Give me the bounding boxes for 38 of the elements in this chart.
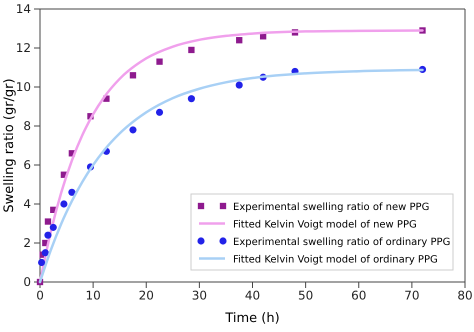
x-axis-title: Time (h) (224, 311, 280, 326)
point (156, 108, 164, 116)
point (188, 95, 195, 102)
x-tick-label: 0 (36, 288, 44, 303)
point (68, 188, 76, 196)
point (38, 258, 46, 266)
y-tick-label: 10 (16, 80, 31, 94)
y-tick-label: 6 (23, 158, 31, 172)
y-tick-label: 14 (16, 2, 31, 16)
point (42, 249, 49, 256)
point (156, 58, 163, 65)
x-tick-label: 30 (192, 288, 208, 303)
y-tick-label: 0 (23, 274, 31, 289)
point (44, 232, 52, 239)
point (60, 200, 68, 208)
x-tick-label: 10 (85, 288, 101, 303)
x-tick-label: 40 (244, 288, 260, 303)
point (236, 37, 242, 44)
point (129, 126, 137, 134)
point (130, 72, 136, 78)
x-tick-label: 60 (351, 288, 366, 303)
x-tick-label: 70 (404, 288, 420, 303)
legend-label: Fitted Kelvin Voigt model of new PPG (233, 220, 417, 230)
point (188, 46, 195, 54)
point (44, 218, 52, 225)
y-tick-label: 2 (23, 236, 31, 250)
y-tick-label: 8 (23, 118, 31, 133)
y-axis-title: Swelling ratio (gr/gr) (2, 78, 17, 213)
x-tick-label: 50 (298, 288, 314, 303)
y-tick-label: 12 (16, 40, 31, 55)
x-tick-label: 80 (457, 288, 473, 303)
legend-label: Experimental swelling ratio of new PPG (233, 202, 430, 213)
x-tick-label: 20 (138, 288, 154, 303)
point (50, 224, 57, 231)
legend-label: Experimental swelling ratio of ordinary PPG (233, 237, 450, 248)
legend-label: Fitted Kelvin Voigt model of ordinary PPG (233, 254, 438, 266)
point (236, 81, 243, 89)
y-tick-label: 4 (23, 196, 31, 211)
